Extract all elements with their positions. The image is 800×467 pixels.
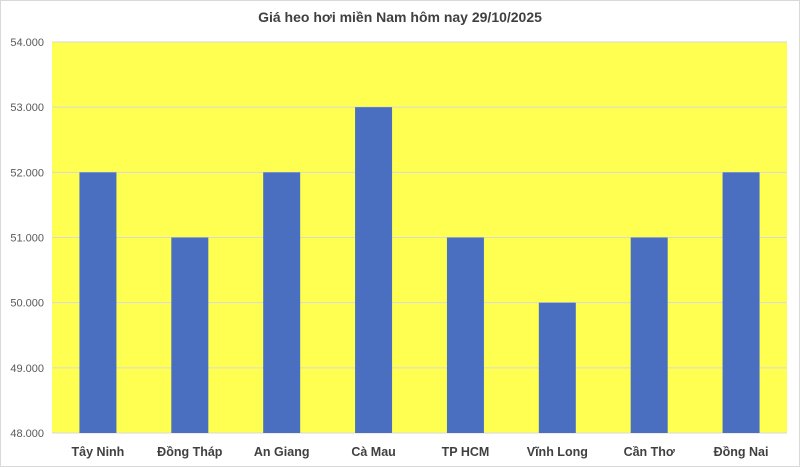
- y-tick-label: 48.000: [10, 428, 44, 440]
- x-tick-label: Vĩnh Long: [527, 445, 588, 459]
- y-tick-label: 54.000: [10, 37, 44, 49]
- bar-2: [171, 237, 209, 433]
- bar-6: [538, 302, 576, 433]
- chart-title: Giá heo hơi miền Nam hôm nay 29/10/2025: [258, 9, 542, 25]
- y-tick-label: 52.000: [10, 167, 44, 179]
- y-tick-label: 51.000: [10, 233, 44, 245]
- x-tick-label: An Giang: [254, 445, 310, 459]
- x-tick-label: TP HCM: [442, 445, 490, 459]
- y-tick-label: 49.000: [10, 363, 44, 375]
- y-tick-label: 53.000: [10, 102, 44, 114]
- bar-1: [79, 172, 117, 434]
- bar-7: [630, 237, 668, 433]
- x-tick-label: Đồng Tháp: [157, 445, 223, 459]
- bar-4: [355, 107, 393, 434]
- bar-8: [722, 172, 760, 434]
- y-tick-label: 50.000: [10, 298, 44, 310]
- bar-5: [446, 237, 484, 433]
- bar-3: [263, 172, 301, 434]
- x-tick-label: Cần Thơ: [624, 445, 675, 459]
- x-tick-label: Đồng Nai: [714, 445, 769, 459]
- x-tick-label: Tây Ninh: [72, 445, 125, 459]
- x-tick-label: Cà Mau: [351, 445, 395, 459]
